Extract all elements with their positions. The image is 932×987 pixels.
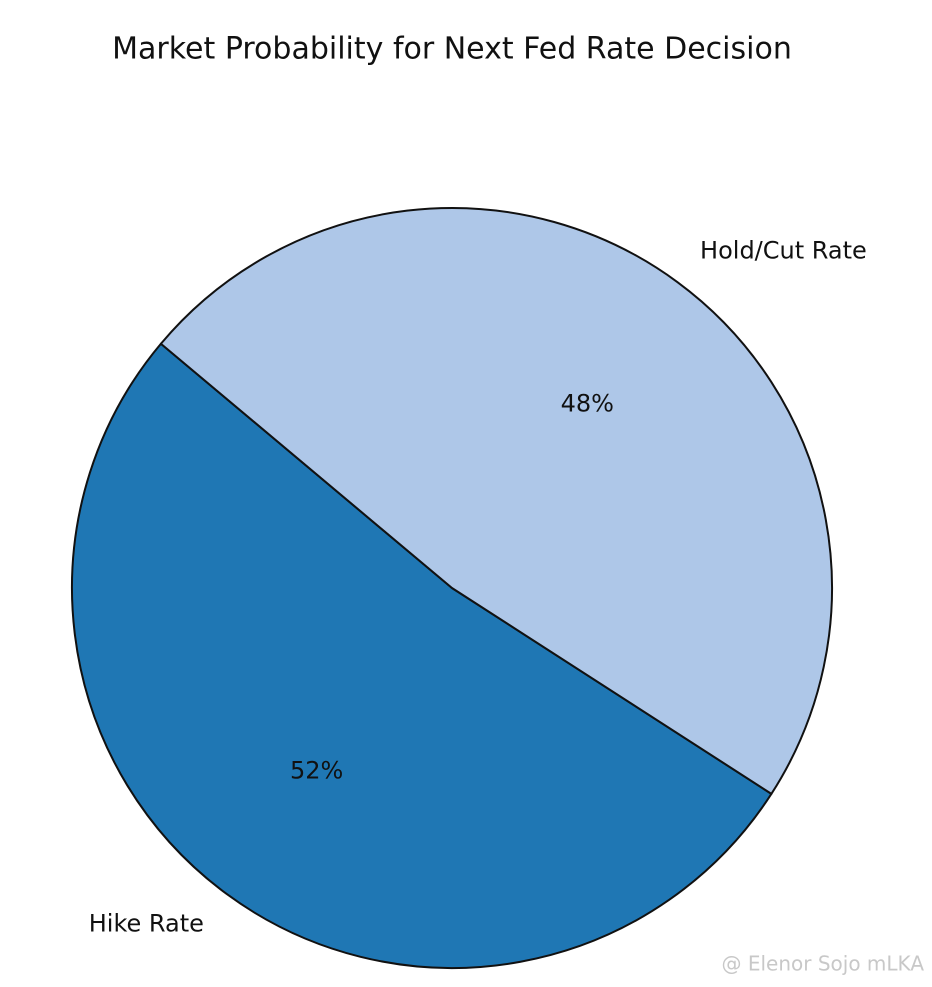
value-label: 48%	[561, 389, 614, 417]
chart-title: Market Probability for Next Fed Rate Dec…	[112, 32, 792, 67]
watermark: @ Elenor Sojo mLKA	[722, 952, 925, 976]
slice-label: Hike Rate	[89, 909, 204, 937]
pie-slice	[159, 207, 833, 795]
slice-label: Hold/Cut Rate	[700, 237, 867, 265]
pie: Hike Rate 52% Hold/Cut Rate 48%	[71, 207, 867, 969]
value-label: 52%	[290, 757, 343, 785]
pie-slice	[71, 342, 773, 969]
